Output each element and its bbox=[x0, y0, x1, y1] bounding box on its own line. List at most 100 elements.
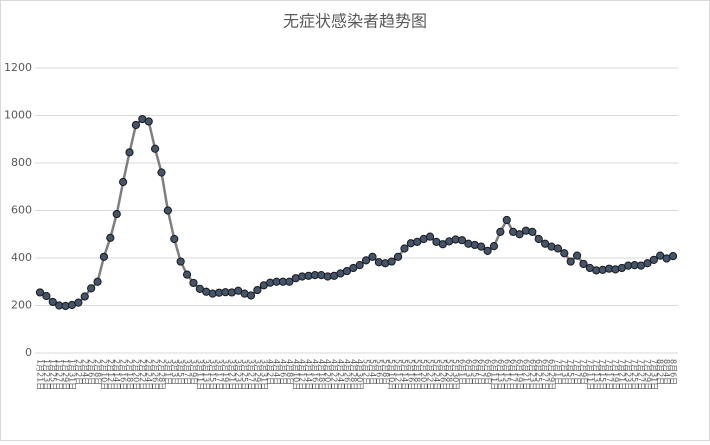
x-tick-label: 6月17日 bbox=[509, 359, 518, 390]
y-tick-label: 800 bbox=[11, 156, 32, 169]
point bbox=[400, 244, 409, 253]
x-tick-label: 2月6日 bbox=[87, 359, 96, 385]
x-tick-label: 6月11日 bbox=[489, 359, 498, 390]
point bbox=[457, 236, 467, 245]
x-tick-label: 5月6日 bbox=[374, 359, 383, 385]
point bbox=[35, 288, 45, 297]
x-tick-label: 1月21日 bbox=[36, 359, 45, 390]
point bbox=[74, 298, 83, 307]
x-tick-label: 8月6日 bbox=[669, 359, 678, 385]
x-tick-label: 6月27日 bbox=[541, 359, 550, 390]
x-tick-label: 6月21日 bbox=[521, 359, 530, 390]
x-tick-label: 7月29日 bbox=[643, 359, 652, 390]
point bbox=[502, 215, 511, 225]
x-tick-label: 6月29日 bbox=[547, 359, 556, 390]
x-tick-label: 4月22日 bbox=[330, 359, 339, 390]
x-tick-label: 7月17日 bbox=[605, 359, 614, 390]
x-tick-label: 7月23日 bbox=[624, 359, 633, 390]
chart-title: 无症状感染者趋势图 bbox=[283, 12, 427, 31]
x-tick-label: 6月13日 bbox=[496, 359, 505, 390]
point bbox=[170, 234, 179, 244]
point bbox=[285, 277, 294, 286]
x-tick-label: 1月23日 bbox=[42, 359, 51, 390]
point bbox=[131, 120, 141, 130]
x-tick-label: 2月18日 bbox=[125, 359, 134, 390]
x-tick-label: 4月16日 bbox=[310, 359, 319, 390]
x-tick-label: 7月3日 bbox=[560, 359, 569, 385]
point bbox=[425, 232, 435, 241]
x-tick-label: 3月9日 bbox=[189, 359, 198, 385]
x-tick-label: 7月7日 bbox=[573, 359, 582, 385]
x-tick-label: 5月10日 bbox=[387, 359, 396, 390]
x-tick-label: 6月25日 bbox=[534, 359, 543, 390]
x-tick-label: 7月19日 bbox=[611, 359, 620, 390]
x-tick-label: 5月14日 bbox=[400, 359, 409, 390]
x-tick-label: 4月4日 bbox=[272, 359, 281, 385]
point bbox=[483, 246, 492, 255]
point bbox=[668, 252, 678, 261]
point bbox=[150, 144, 160, 153]
x-tick-label: 3月11日 bbox=[195, 359, 204, 390]
point bbox=[125, 148, 134, 157]
point bbox=[534, 234, 543, 244]
y-tick-label: 1000 bbox=[4, 109, 32, 122]
x-tick-label: 4月10日 bbox=[291, 359, 300, 390]
x-tick-label: 5月30日 bbox=[451, 359, 460, 390]
x-tick-label: 4月2日 bbox=[266, 359, 275, 385]
point bbox=[93, 277, 102, 286]
x-tick-label: 3月23日 bbox=[234, 359, 243, 390]
x-tick-label: 1月27日 bbox=[55, 359, 64, 390]
x-tick-label: 3月1日 bbox=[163, 359, 172, 385]
x-tick-label: 2月4日 bbox=[80, 359, 89, 385]
y-tick-label: 200 bbox=[11, 299, 32, 312]
x-tick-label: 2月24日 bbox=[144, 359, 153, 390]
x-tick-label: 7月5日 bbox=[566, 359, 575, 385]
point bbox=[361, 256, 371, 265]
point bbox=[157, 168, 166, 177]
x-tick-label: 3月17日 bbox=[215, 359, 224, 390]
point bbox=[649, 255, 658, 264]
y-tick-label: 600 bbox=[11, 204, 32, 217]
point bbox=[112, 209, 121, 219]
x-tick-label: 2月14日 bbox=[112, 359, 121, 390]
point bbox=[572, 251, 582, 260]
point bbox=[515, 230, 524, 239]
point bbox=[253, 285, 262, 295]
point bbox=[189, 278, 198, 288]
x-tick-label: 3月7日 bbox=[183, 359, 192, 385]
point bbox=[42, 291, 51, 301]
point bbox=[99, 252, 109, 261]
x-tick-label: 2月10日 bbox=[99, 359, 108, 390]
x-tick-label: 2月20日 bbox=[131, 359, 140, 390]
point bbox=[106, 233, 115, 242]
point bbox=[182, 270, 192, 279]
x-tick-label: 8月2日 bbox=[656, 359, 665, 385]
x-tick-label: 2月22日 bbox=[138, 359, 147, 390]
point bbox=[163, 206, 172, 215]
x-tick-label: 1月29日 bbox=[61, 359, 70, 390]
y-tick-label: 400 bbox=[11, 251, 32, 264]
x-tick-label: 8月4日 bbox=[662, 359, 671, 385]
point bbox=[489, 242, 499, 251]
x-tick-label: 4月24日 bbox=[336, 359, 345, 390]
x-tick-label: 7月13日 bbox=[592, 359, 601, 390]
x-tick-label: 4月28日 bbox=[349, 359, 358, 390]
x-tick-label: 5月8日 bbox=[381, 359, 390, 385]
point bbox=[87, 284, 96, 293]
x-tick-label: 6月7日 bbox=[477, 359, 486, 385]
x-tick-label: 4月8日 bbox=[285, 359, 294, 385]
x-tick-label: 2月8日 bbox=[93, 359, 102, 385]
x-tick-label: 7月1日 bbox=[553, 359, 562, 385]
x-tick-label: 2月26日 bbox=[151, 359, 160, 390]
x-tick-label: 3月13日 bbox=[202, 359, 211, 390]
x-tick-label: 7月25日 bbox=[630, 359, 639, 390]
x-tick-label: 3月27日 bbox=[247, 359, 256, 390]
point bbox=[246, 291, 256, 300]
x-tick-label: 1月31日 bbox=[67, 359, 76, 390]
x-tick-label: 5月18日 bbox=[413, 359, 422, 390]
point bbox=[643, 259, 652, 268]
x-tick-label: 3月31日 bbox=[259, 359, 268, 390]
x-tick-label: 3月15日 bbox=[208, 359, 217, 390]
